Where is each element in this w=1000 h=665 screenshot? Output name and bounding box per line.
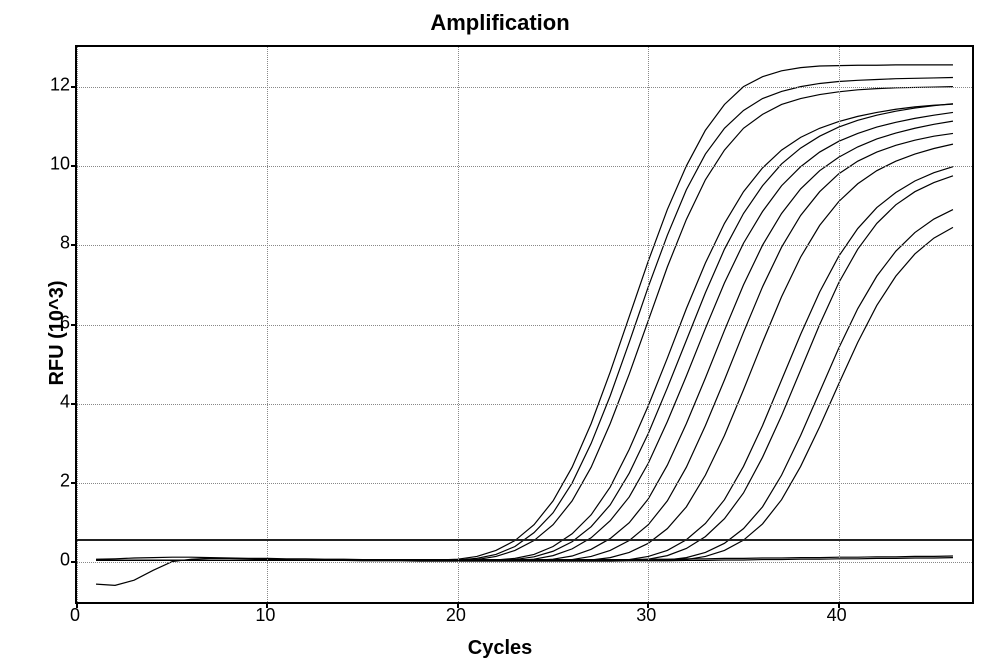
curve-c13 [96, 227, 953, 560]
curve-c4 [96, 104, 953, 560]
y-tick-label: 2 [60, 471, 70, 492]
x-tick-label: 30 [636, 605, 656, 626]
x-tick-label: 20 [446, 605, 466, 626]
curve-c5 [96, 104, 953, 561]
x-axis-label: Cycles [0, 637, 1000, 660]
curve-c8 [96, 133, 953, 560]
y-tick-label: 8 [60, 233, 70, 254]
x-tick-label: 10 [255, 605, 275, 626]
y-tick-label: 0 [60, 550, 70, 571]
curve-c6 [96, 112, 953, 560]
x-tick-label: 40 [827, 605, 847, 626]
curve-c3 [96, 87, 953, 561]
threshold-line [77, 539, 972, 541]
y-tick-label: 10 [50, 153, 70, 174]
gridline-v [77, 47, 78, 602]
chart-container: Amplification RFU (10^3) Cycles 02468101… [0, 0, 1000, 665]
y-tick-label: 6 [60, 312, 70, 333]
curve-c12 [96, 210, 953, 561]
plot-area [75, 45, 974, 604]
y-tick-label: 12 [50, 74, 70, 95]
gridline-v [839, 47, 840, 602]
x-tick-label: 0 [70, 605, 80, 626]
gridline-v [648, 47, 649, 602]
curve-c11 [96, 176, 953, 561]
curve-c1 [96, 65, 953, 561]
y-tick-label: 4 [60, 391, 70, 412]
chart-title: Amplification [0, 10, 1000, 36]
gridline-v [267, 47, 268, 602]
gridline-v [458, 47, 459, 602]
curve-c10 [96, 167, 953, 561]
curve-c9 [96, 144, 953, 560]
